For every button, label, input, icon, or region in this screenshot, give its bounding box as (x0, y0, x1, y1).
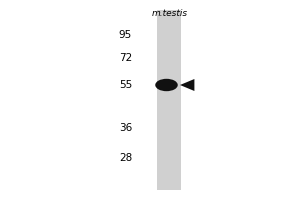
Ellipse shape (155, 79, 178, 91)
Text: m.testis: m.testis (152, 9, 188, 18)
Text: 95: 95 (119, 30, 132, 40)
Polygon shape (180, 79, 194, 91)
Text: 55: 55 (119, 80, 132, 90)
Bar (158, 10, 182, 190)
Text: 72: 72 (119, 53, 132, 63)
Text: 28: 28 (119, 153, 132, 163)
Text: 36: 36 (119, 123, 132, 133)
